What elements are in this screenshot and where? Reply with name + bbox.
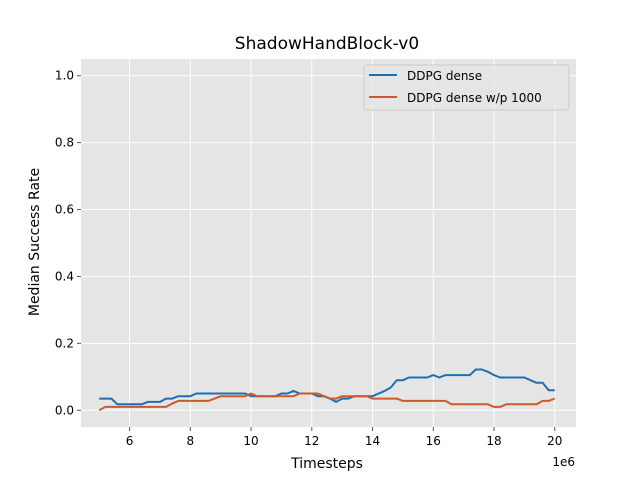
x-tick-label: 10 — [243, 434, 258, 448]
y-axis-label: Median Success Rate — [27, 168, 43, 316]
y-tick-label: 0.4 — [55, 269, 74, 283]
x-tick-label: 20 — [547, 434, 562, 448]
x-tick-label: 6 — [126, 434, 134, 448]
legend-box — [363, 64, 570, 111]
x-tick-label: 16 — [426, 434, 441, 448]
y-tick-label: 1.0 — [55, 69, 74, 83]
y-tick-label: 0.8 — [55, 136, 74, 150]
legend: DDPG dense DDPG dense w/p 1000 — [363, 64, 570, 111]
x-tick-label: 14 — [365, 434, 380, 448]
x-tick-label: 18 — [486, 434, 501, 448]
y-tick-label: 0.2 — [55, 336, 74, 350]
y-tick-label: 0.0 — [55, 403, 74, 417]
grid — [81, 59, 576, 427]
x-axis-offset-label: 1e6 — [552, 455, 575, 469]
x-tick-label: 12 — [304, 434, 319, 448]
series-line-1 — [98, 392, 556, 412]
x-axis-label: Timesteps — [290, 456, 363, 472]
chart-title: ShadowHandBlock-v0 — [235, 34, 419, 54]
plot-area — [81, 59, 576, 427]
legend-label-ddpg-dense-wp-1000: DDPG dense w/p 1000 — [407, 91, 542, 105]
x-axis-ticks: 6 8 10 12 14 16 18 20 — [126, 427, 562, 448]
series-lines — [98, 368, 556, 412]
y-axis-ticks: 0.0 0.2 0.4 0.6 0.8 1.0 — [55, 69, 81, 417]
x-tick-label: 8 — [187, 434, 195, 448]
legend-label-ddpg-dense: DDPG dense — [407, 69, 482, 83]
y-tick-label: 0.6 — [55, 203, 74, 217]
